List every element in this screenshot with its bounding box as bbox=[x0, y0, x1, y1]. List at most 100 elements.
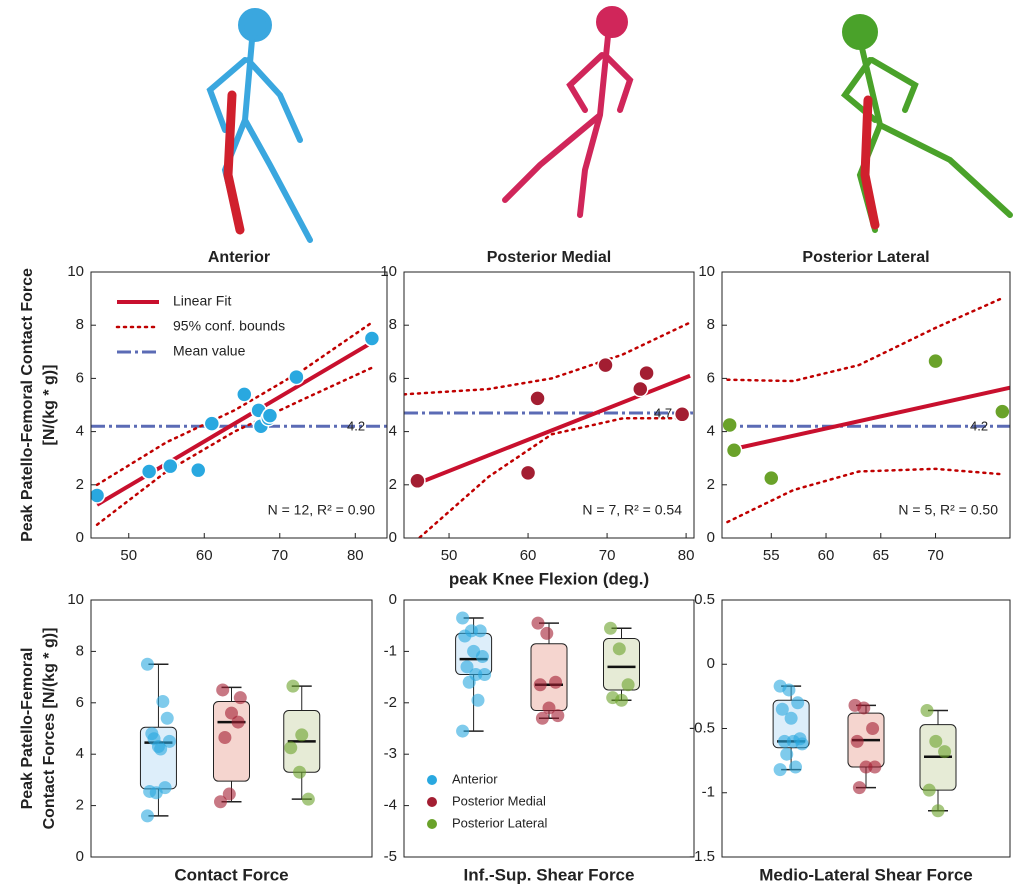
plot-frame bbox=[404, 272, 694, 538]
data-point bbox=[302, 793, 315, 806]
legend-label: Mean value bbox=[173, 343, 246, 359]
x-tick-label: 60 bbox=[520, 547, 537, 564]
legend-label: 95% conf. bounds bbox=[173, 318, 285, 334]
y-tick-label: 2 bbox=[76, 797, 84, 814]
data-point bbox=[90, 488, 105, 503]
data-point bbox=[774, 763, 787, 776]
data-point bbox=[532, 617, 545, 630]
figure: 0246810506070804.2AnteriorN = 12, R² = 0… bbox=[0, 0, 1018, 888]
x-axis-label: Contact Force bbox=[174, 865, 288, 884]
annotation: N = 7, R² = 0.54 bbox=[582, 502, 682, 518]
data-point bbox=[364, 331, 379, 346]
data-point bbox=[789, 761, 802, 774]
data-point bbox=[191, 463, 206, 478]
fit-line bbox=[417, 376, 690, 484]
data-point bbox=[234, 691, 247, 704]
data-point bbox=[604, 622, 617, 635]
data-point bbox=[456, 611, 469, 624]
data-point bbox=[534, 678, 547, 691]
data-point bbox=[932, 804, 945, 817]
data-point bbox=[785, 712, 798, 725]
chart-title: Posterior Medial bbox=[487, 249, 611, 266]
y-tick-label: -3 bbox=[384, 745, 397, 762]
data-point bbox=[866, 722, 879, 735]
data-point bbox=[163, 735, 176, 748]
confidence-bound bbox=[404, 323, 690, 395]
data-point bbox=[472, 694, 485, 707]
data-point bbox=[921, 704, 934, 717]
data-point bbox=[159, 781, 172, 794]
data-point bbox=[727, 443, 742, 458]
skeleton-anterior bbox=[210, 11, 310, 240]
skeleton-posterior-lateral bbox=[845, 17, 1010, 230]
data-point bbox=[141, 809, 154, 822]
x-tick-label: 80 bbox=[678, 547, 695, 564]
y-tick-label: 6 bbox=[389, 369, 397, 386]
confidence-bound bbox=[404, 418, 690, 551]
x-tick-label: 60 bbox=[196, 547, 213, 564]
data-point bbox=[295, 728, 308, 741]
y-axis-label: Peak Patello-Femoral bbox=[19, 648, 36, 810]
fit-line bbox=[97, 342, 372, 504]
skeleton-posterior-medial bbox=[505, 9, 630, 215]
y-tick-label: 4 bbox=[76, 423, 84, 440]
x-tick-label: 70 bbox=[599, 547, 616, 564]
data-point bbox=[791, 696, 804, 709]
y-tick-label: -4 bbox=[384, 797, 397, 814]
data-point bbox=[474, 624, 487, 637]
y-tick-label: 4 bbox=[707, 423, 715, 440]
data-point bbox=[530, 391, 545, 406]
y-axis-label: Contact Forces [N/(kg * g)] bbox=[41, 628, 58, 830]
y-tick-label: 8 bbox=[76, 316, 84, 333]
x-tick-label: 55 bbox=[763, 547, 780, 564]
data-point bbox=[868, 761, 881, 774]
y-tick-label: -5 bbox=[384, 848, 397, 865]
data-point bbox=[456, 725, 469, 738]
data-point bbox=[536, 712, 549, 725]
annotation: N = 5, R² = 0.50 bbox=[898, 502, 998, 518]
legend-label: Posterior Lateral bbox=[452, 815, 547, 830]
data-point bbox=[143, 785, 156, 798]
data-point bbox=[458, 629, 471, 642]
x-axis-label: peak Knee Flexion (deg.) bbox=[449, 569, 649, 588]
data-point bbox=[851, 735, 864, 748]
y-tick-label: 2 bbox=[389, 476, 397, 493]
data-point bbox=[478, 668, 491, 681]
y-tick-label: -1 bbox=[702, 784, 715, 801]
data-point bbox=[551, 709, 564, 722]
data-point bbox=[156, 695, 169, 708]
y-tick-label: 0 bbox=[389, 529, 397, 546]
x-tick-label: 50 bbox=[441, 547, 458, 564]
data-point bbox=[286, 680, 299, 693]
mean-label: 4.2 bbox=[347, 419, 365, 434]
data-point bbox=[923, 784, 936, 797]
chart-title: Posterior Lateral bbox=[802, 249, 929, 266]
legend-label: Linear Fit bbox=[173, 293, 231, 309]
y-tick-label: 0 bbox=[707, 529, 715, 546]
data-point bbox=[161, 712, 174, 725]
data-point bbox=[722, 417, 737, 432]
annotation: N = 12, R² = 0.90 bbox=[268, 502, 376, 518]
data-point bbox=[142, 464, 157, 479]
data-point bbox=[938, 745, 951, 758]
data-point bbox=[284, 741, 297, 754]
y-tick-label: 4 bbox=[76, 745, 84, 762]
y-axis-label: Peak Patello-Femoral Contact Force bbox=[19, 268, 36, 542]
x-tick-label: 65 bbox=[872, 547, 889, 564]
x-axis-label: Medio-Lateral Shear Force bbox=[759, 865, 973, 884]
legend-label: Anterior bbox=[452, 771, 498, 786]
data-point bbox=[293, 766, 306, 779]
legend-label: Posterior Medial bbox=[452, 793, 546, 808]
x-tick-label: 50 bbox=[120, 547, 137, 564]
box bbox=[531, 644, 567, 711]
y-tick-label: 0 bbox=[76, 848, 84, 865]
data-point bbox=[141, 658, 154, 671]
y-tick-label: 10 bbox=[380, 263, 397, 280]
data-point bbox=[223, 788, 236, 801]
data-point bbox=[218, 731, 231, 744]
data-point bbox=[613, 642, 626, 655]
data-point bbox=[598, 358, 613, 373]
legend-swatch bbox=[427, 797, 437, 807]
y-tick-label: 6 bbox=[707, 369, 715, 386]
y-tick-label: 0 bbox=[707, 655, 715, 672]
